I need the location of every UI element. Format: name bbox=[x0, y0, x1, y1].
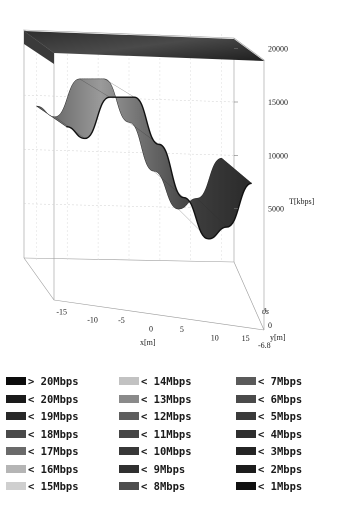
legend-swatch bbox=[119, 482, 139, 490]
legend-entry: < 8Mbps bbox=[119, 479, 185, 495]
legend-label: < 14Mbps bbox=[141, 376, 192, 388]
legend-entry: < 19Mbps bbox=[6, 409, 79, 425]
x-tick-label: 10 bbox=[211, 333, 219, 342]
legend-entry: < 18Mbps bbox=[6, 427, 79, 443]
legend-label: > 20Mbps bbox=[28, 376, 79, 388]
legend-entry: < 13Mbps bbox=[119, 392, 192, 408]
legend-swatch bbox=[6, 447, 26, 455]
legend-entry: < 9Mbps bbox=[119, 462, 185, 478]
y-axis-label: y[m] bbox=[270, 333, 286, 342]
legend: > 20Mbps < 20Mbps < 19Mbps < 18Mbps < 17Mbps… bbox=[6, 374, 348, 506]
legend-label: < 5Mbps bbox=[258, 411, 302, 423]
x-tick-label: 0 bbox=[149, 325, 153, 334]
legend-label: < 8Mbps bbox=[141, 481, 185, 493]
legend-label: < 4Mbps bbox=[258, 429, 302, 441]
z-tick-label: 10000 bbox=[268, 151, 288, 160]
legend-swatch bbox=[119, 465, 139, 473]
legend-entry: < 11Mbps bbox=[119, 427, 192, 443]
legend-swatch bbox=[236, 377, 256, 385]
legend-entry: < 15Mbps bbox=[6, 479, 79, 495]
legend-label: < 12Mbps bbox=[141, 411, 192, 423]
legend-label: < 10Mbps bbox=[141, 446, 192, 458]
legend-label: < 18Mbps bbox=[28, 429, 79, 441]
legend-swatch bbox=[119, 412, 139, 420]
angle-label: ϑs bbox=[262, 307, 269, 316]
surface bbox=[24, 31, 264, 239]
legend-label: < 6Mbps bbox=[258, 394, 302, 406]
legend-swatch bbox=[6, 465, 26, 473]
legend-label: < 19Mbps bbox=[28, 411, 79, 423]
legend-entry: < 20Mbps bbox=[6, 392, 79, 408]
x-tick-label: -10 bbox=[87, 316, 98, 325]
x-tick-label: 15 bbox=[242, 334, 250, 343]
legend-swatch bbox=[119, 430, 139, 438]
legend-label: < 16Mbps bbox=[28, 464, 79, 476]
y-tick-label: -6.8 bbox=[258, 341, 271, 350]
z-tick-label: 15000 bbox=[268, 98, 288, 107]
legend-entry: < 2Mbps bbox=[236, 462, 302, 478]
legend-entry: < 12Mbps bbox=[119, 409, 192, 425]
legend-entry: < 14Mbps bbox=[119, 374, 192, 390]
legend-swatch bbox=[236, 430, 256, 438]
x-tick-label: -15 bbox=[56, 307, 67, 316]
legend-label: < 3Mbps bbox=[258, 446, 302, 458]
legend-entry: < 10Mbps bbox=[119, 444, 192, 460]
x-tick-label: -5 bbox=[118, 316, 125, 325]
legend-swatch bbox=[236, 412, 256, 420]
legend-entry: < 6Mbps bbox=[236, 392, 302, 408]
legend-label: < 7Mbps bbox=[258, 376, 302, 388]
legend-label: < 9Mbps bbox=[141, 464, 185, 476]
surface-plateau bbox=[24, 31, 264, 61]
legend-swatch bbox=[236, 482, 256, 490]
z-tick-label: 20000 bbox=[268, 45, 288, 54]
legend-entry: < 1Mbps bbox=[236, 479, 302, 495]
legend-swatch bbox=[236, 395, 256, 403]
surface-plot: 5000 10000 15000 20000 T[kbps] -15 -10 -5 0 5 10… bbox=[0, 0, 351, 360]
legend-entry: < 16Mbps bbox=[6, 462, 79, 478]
legend-entry: > 20Mbps bbox=[6, 374, 79, 390]
legend-swatch bbox=[6, 482, 26, 490]
surface-sheet bbox=[36, 79, 251, 239]
legend-label: < 1Mbps bbox=[258, 481, 302, 493]
legend-label: < 17Mbps bbox=[28, 446, 79, 458]
legend-entry: < 17Mbps bbox=[6, 444, 79, 460]
legend-swatch bbox=[6, 395, 26, 403]
legend-swatch bbox=[6, 430, 26, 438]
legend-swatch bbox=[6, 377, 26, 385]
legend-swatch bbox=[6, 412, 26, 420]
x-tick-label: 5 bbox=[180, 325, 184, 334]
legend-label: < 11Mbps bbox=[141, 429, 192, 441]
legend-swatch bbox=[119, 395, 139, 403]
z-axis-label: T[kbps] bbox=[289, 197, 315, 206]
z-tick-label: 5000 bbox=[268, 205, 284, 214]
legend-entry: < 5Mbps bbox=[236, 409, 302, 425]
x-axis-label: x[m] bbox=[140, 338, 156, 347]
legend-swatch bbox=[236, 465, 256, 473]
legend-swatch bbox=[119, 447, 139, 455]
legend-label: < 13Mbps bbox=[141, 394, 192, 406]
legend-entry: < 4Mbps bbox=[236, 427, 302, 443]
legend-entry: < 3Mbps bbox=[236, 444, 302, 460]
legend-entry: < 7Mbps bbox=[236, 374, 302, 390]
legend-swatch bbox=[119, 377, 139, 385]
legend-label: < 2Mbps bbox=[258, 464, 302, 476]
legend-swatch bbox=[236, 447, 256, 455]
legend-label: < 15Mbps bbox=[28, 481, 79, 493]
legend-label: < 20Mbps bbox=[28, 394, 79, 406]
y-tick-label: 0 bbox=[268, 321, 272, 330]
